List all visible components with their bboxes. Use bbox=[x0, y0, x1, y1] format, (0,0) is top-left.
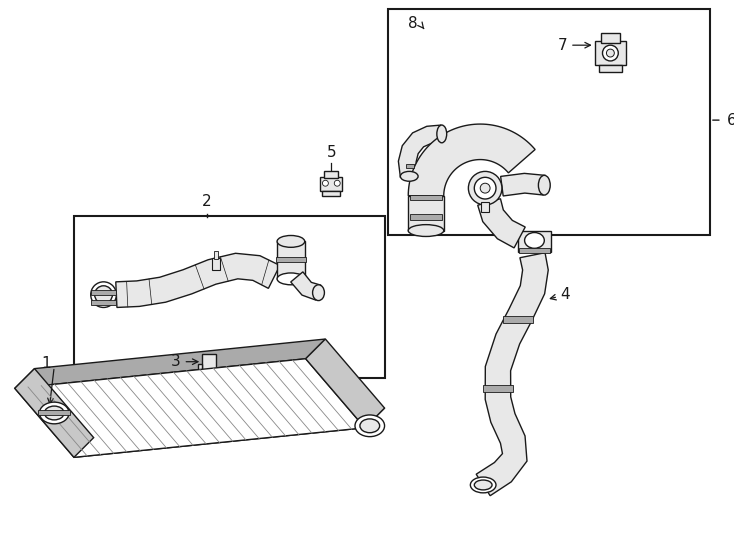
Polygon shape bbox=[476, 253, 548, 496]
Bar bbox=[202, 354, 216, 372]
Text: 7: 7 bbox=[557, 38, 567, 53]
Ellipse shape bbox=[277, 235, 305, 247]
Bar bbox=[410, 214, 442, 220]
Polygon shape bbox=[15, 369, 94, 457]
Ellipse shape bbox=[40, 402, 69, 424]
Bar bbox=[214, 251, 218, 259]
Ellipse shape bbox=[474, 480, 492, 490]
Text: 4: 4 bbox=[560, 287, 570, 302]
Bar bbox=[482, 202, 489, 212]
Text: 6: 6 bbox=[727, 113, 734, 127]
Text: 1: 1 bbox=[42, 356, 51, 371]
Ellipse shape bbox=[437, 125, 447, 143]
Ellipse shape bbox=[277, 273, 305, 285]
Ellipse shape bbox=[400, 171, 418, 181]
Polygon shape bbox=[291, 272, 321, 300]
Ellipse shape bbox=[539, 176, 550, 195]
Ellipse shape bbox=[480, 183, 490, 193]
Ellipse shape bbox=[355, 415, 385, 437]
Polygon shape bbox=[408, 196, 444, 231]
Ellipse shape bbox=[470, 477, 496, 493]
Bar bbox=[74, 216, 385, 379]
Bar bbox=[598, 65, 622, 72]
Circle shape bbox=[322, 180, 328, 186]
Polygon shape bbox=[116, 253, 280, 307]
Bar bbox=[595, 41, 626, 65]
Ellipse shape bbox=[313, 285, 324, 301]
Text: 8: 8 bbox=[408, 16, 418, 31]
Ellipse shape bbox=[360, 419, 379, 433]
Bar bbox=[277, 241, 305, 279]
Bar bbox=[324, 171, 338, 178]
Bar bbox=[91, 290, 117, 295]
Text: 3: 3 bbox=[171, 354, 181, 369]
Polygon shape bbox=[399, 125, 443, 178]
Ellipse shape bbox=[408, 225, 444, 237]
Bar bbox=[600, 33, 620, 43]
Bar bbox=[91, 300, 117, 305]
Bar bbox=[276, 257, 305, 262]
Bar bbox=[212, 258, 220, 270]
Bar bbox=[321, 177, 342, 191]
Polygon shape bbox=[408, 124, 535, 197]
Polygon shape bbox=[74, 408, 385, 457]
Polygon shape bbox=[478, 199, 526, 248]
Polygon shape bbox=[305, 339, 385, 428]
Text: 5: 5 bbox=[327, 145, 336, 159]
Circle shape bbox=[606, 49, 614, 57]
Polygon shape bbox=[15, 359, 365, 457]
Bar bbox=[504, 316, 533, 323]
Ellipse shape bbox=[44, 406, 64, 420]
Ellipse shape bbox=[95, 286, 112, 303]
Ellipse shape bbox=[91, 282, 117, 307]
Bar bbox=[38, 410, 70, 415]
Bar bbox=[206, 372, 212, 380]
Ellipse shape bbox=[474, 177, 496, 199]
Bar bbox=[483, 386, 513, 392]
Circle shape bbox=[334, 180, 340, 186]
Bar bbox=[519, 248, 550, 253]
Circle shape bbox=[603, 45, 618, 61]
Bar bbox=[406, 165, 414, 168]
Bar bbox=[517, 231, 551, 252]
Ellipse shape bbox=[468, 171, 502, 205]
Bar bbox=[198, 363, 202, 372]
Polygon shape bbox=[15, 339, 325, 388]
Bar bbox=[322, 191, 340, 196]
Ellipse shape bbox=[525, 233, 545, 248]
Bar bbox=[410, 195, 442, 200]
Polygon shape bbox=[501, 173, 545, 196]
Bar bbox=[388, 9, 710, 235]
Text: 2: 2 bbox=[203, 194, 212, 209]
